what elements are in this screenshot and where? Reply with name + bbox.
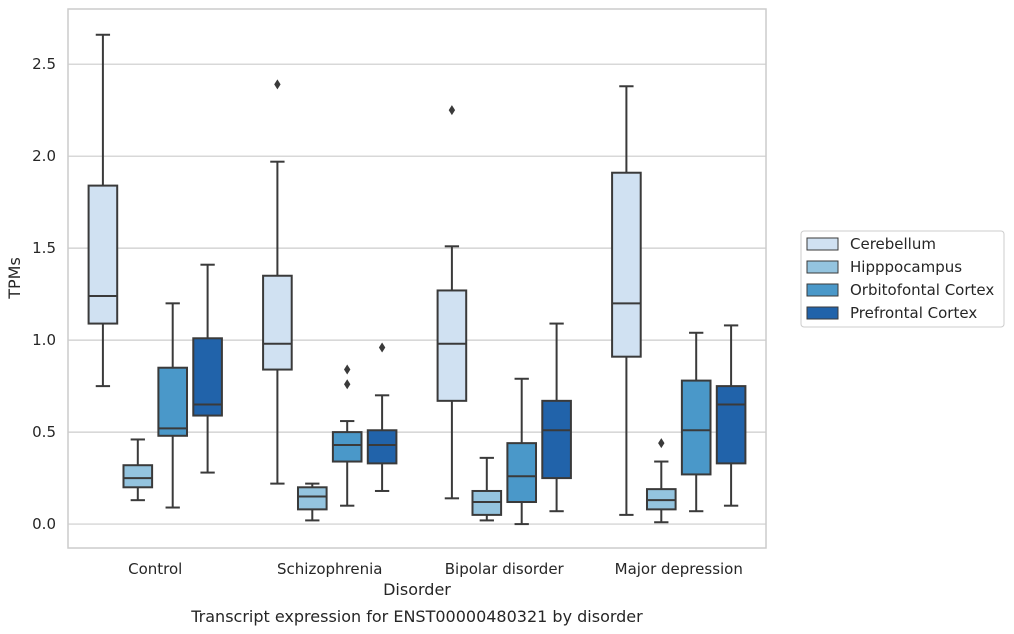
box-schizophrenia-orbitofontal-cortex (331, 364, 363, 507)
legend-label: Prefrontal Cortex (850, 304, 977, 322)
x-tick-label: Major depression (615, 560, 743, 578)
chart-caption: Transcript expression for ENST0000048032… (190, 607, 643, 626)
box-schizophrenia-prefrontal-cortex (366, 342, 398, 492)
legend-label: Orbitofontal Cortex (850, 281, 994, 299)
y-tick-label: 2.5 (32, 55, 56, 73)
box-bipolar-disorder-orbitofontal-cortex (506, 377, 538, 526)
y-tick-label: 0.5 (32, 423, 56, 441)
box-iqr (366, 429, 398, 465)
legend-swatch (806, 260, 839, 274)
box-bipolar-disorder-hipppocampus (471, 456, 503, 522)
outlier-point (658, 438, 665, 449)
box-iqr (262, 274, 293, 371)
y-tick-label: 2.0 (32, 147, 56, 165)
y-tick-label: 1.5 (32, 239, 56, 257)
x-tick-label: Control (128, 560, 182, 578)
y-tick-label: 0.0 (32, 515, 56, 533)
box-iqr (122, 464, 154, 489)
box-bipolar-disorder-prefrontal-cortex (541, 322, 572, 513)
x-axis-ticks: Control Schizophrenia Bipolar disorder Majo… (128, 560, 743, 578)
box-iqr (436, 289, 468, 402)
box-iqr (157, 366, 189, 437)
box-bipolar-disorder-cerebellum (436, 105, 468, 500)
box-major-depression-orbitofontal-cortex (680, 331, 712, 513)
box-iqr (541, 399, 572, 480)
box-iqr (296, 486, 328, 511)
outlier-point (378, 342, 386, 353)
outlier-point (344, 364, 351, 375)
y-tick-label: 1.0 (32, 331, 56, 349)
x-axis-title: Disorder (383, 580, 451, 599)
box-iqr (715, 385, 747, 465)
box-iqr (680, 379, 712, 476)
outlier-point (448, 105, 456, 116)
box-iqr (192, 337, 223, 417)
legend-label: Hipppocampus (850, 258, 962, 276)
outlier-point (344, 379, 351, 390)
box-schizophrenia-cerebellum (262, 79, 293, 485)
box-plot-marks (87, 33, 747, 526)
box-iqr (87, 184, 119, 325)
outlier-point (274, 79, 281, 90)
box-iqr (611, 171, 642, 358)
box-control-hipppocampus (122, 438, 154, 502)
box-iqr (506, 442, 538, 504)
legend: Cerebellum Hipppocampus Orbitofontal Corte… (800, 230, 1005, 328)
legend-swatch (806, 306, 839, 320)
legend-label: Cerebellum (850, 235, 936, 253)
box-control-prefrontal-cortex (192, 263, 223, 474)
plot-frame (67, 8, 767, 549)
x-tick-label: Bipolar disorder (445, 560, 565, 578)
legend-frame (800, 230, 1005, 328)
x-tick-label: Schizophrenia (277, 560, 382, 578)
box-major-depression-hipppocampus (645, 438, 677, 524)
y-axis-ticks: 0.0 0.5 1.0 1.5 2.0 2.5 (32, 55, 56, 533)
box-control-cerebellum (87, 33, 119, 388)
box-control-orbitofontal-cortex (157, 302, 189, 509)
legend-swatch (806, 237, 839, 251)
box-iqr (331, 431, 363, 463)
legend-swatch (806, 283, 839, 297)
box-schizophrenia-hipppocampus (296, 482, 328, 522)
box-major-depression-cerebellum (611, 85, 642, 516)
box-major-depression-prefrontal-cortex (715, 324, 747, 507)
y-axis-title: TPMs (5, 257, 24, 300)
